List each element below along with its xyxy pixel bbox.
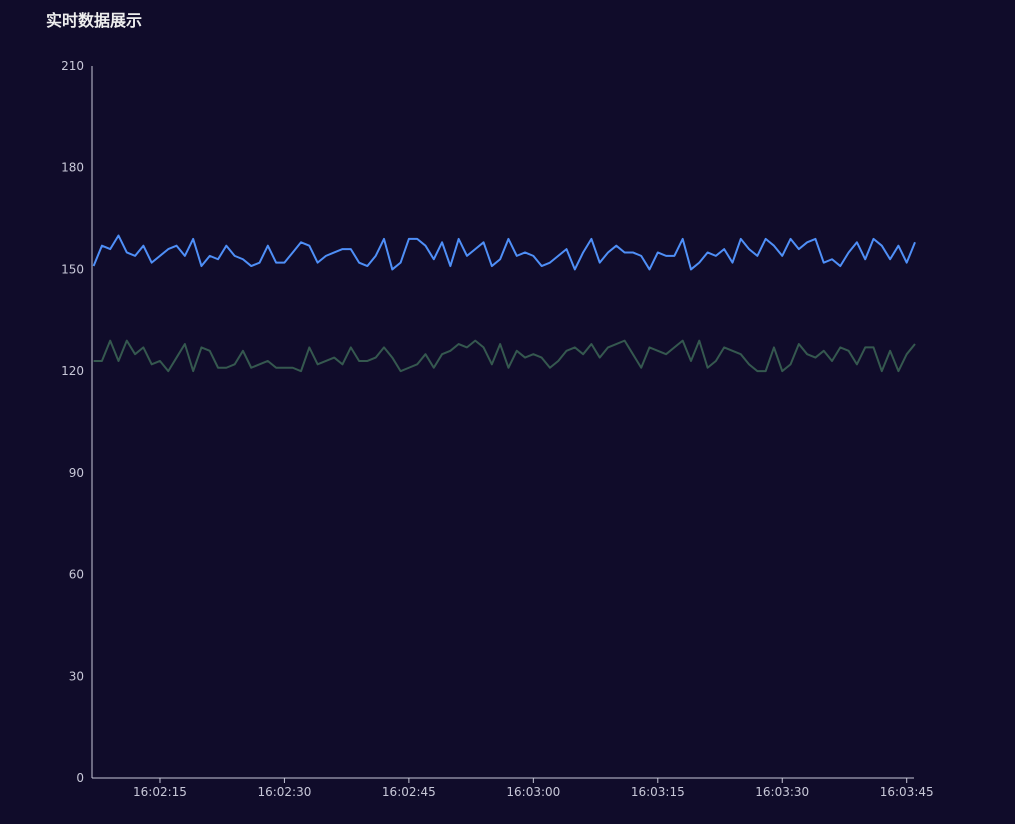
series-line xyxy=(93,339,916,373)
x-tick-label: 16:02:30 xyxy=(257,785,311,799)
series-line xyxy=(92,234,916,271)
x-tick-label: 16:03:00 xyxy=(506,785,560,799)
y-tick-label: 30 xyxy=(69,669,84,683)
y-tick-label: 120 xyxy=(61,364,84,378)
x-tick-label: 16:03:15 xyxy=(631,785,685,799)
x-tick-label: 16:02:15 xyxy=(133,785,187,799)
x-tick-label: 16:03:30 xyxy=(755,785,809,799)
x-tick-label: 16:03:45 xyxy=(880,785,934,799)
y-tick-label: 180 xyxy=(61,161,84,175)
y-tick-label: 210 xyxy=(61,59,84,73)
y-tick-label: 90 xyxy=(69,466,84,480)
y-tick-label: 0 xyxy=(76,771,84,785)
y-tick-label: 150 xyxy=(61,262,84,276)
y-tick-label: 60 xyxy=(69,568,84,582)
chart-title: 实时数据展示 xyxy=(46,11,142,30)
x-tick-label: 16:02:45 xyxy=(382,785,436,799)
